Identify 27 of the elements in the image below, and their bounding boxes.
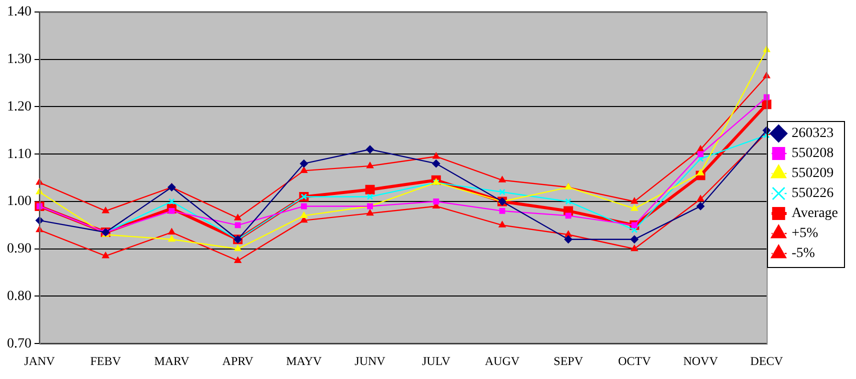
y-tick-label: 1.00 [7, 194, 32, 210]
legend-label: 550208 [792, 146, 834, 162]
x-tick-label: JUNV [354, 354, 386, 368]
y-tick-label: 1.10 [7, 146, 32, 162]
legend-label: +5% [792, 226, 819, 242]
x-tick-label: OCTV [618, 354, 652, 368]
y-tick-label: 0.80 [7, 288, 32, 304]
x-tick-label: NOVV [683, 354, 718, 368]
x-tick-label: MAYV [286, 354, 322, 368]
legend-label: 550226 [792, 186, 834, 202]
y-tick-label: 1.40 [7, 4, 32, 20]
legend-label: 260323 [792, 126, 834, 142]
y-tick-label: 0.70 [7, 336, 32, 352]
y-tick-label: 0.90 [7, 242, 32, 257]
x-tick-label: MARV [154, 354, 190, 368]
x-tick-label: FEBV [90, 354, 122, 368]
x-tick-label: JULV [422, 354, 451, 368]
x-tick-label: AUGV [484, 354, 520, 368]
y-tick-label: 1.20 [7, 99, 32, 114]
x-tick-label: APRV [222, 354, 254, 368]
x-tick-label: DECV [750, 354, 784, 368]
legend-label: -5% [792, 246, 816, 262]
legend-label: Average [792, 206, 838, 222]
x-tick-label: JANV [24, 354, 56, 368]
legend-label: 550209 [792, 166, 834, 182]
y-tick-label: 1.30 [7, 52, 32, 68]
x-tick-label: SEPV [554, 354, 584, 368]
